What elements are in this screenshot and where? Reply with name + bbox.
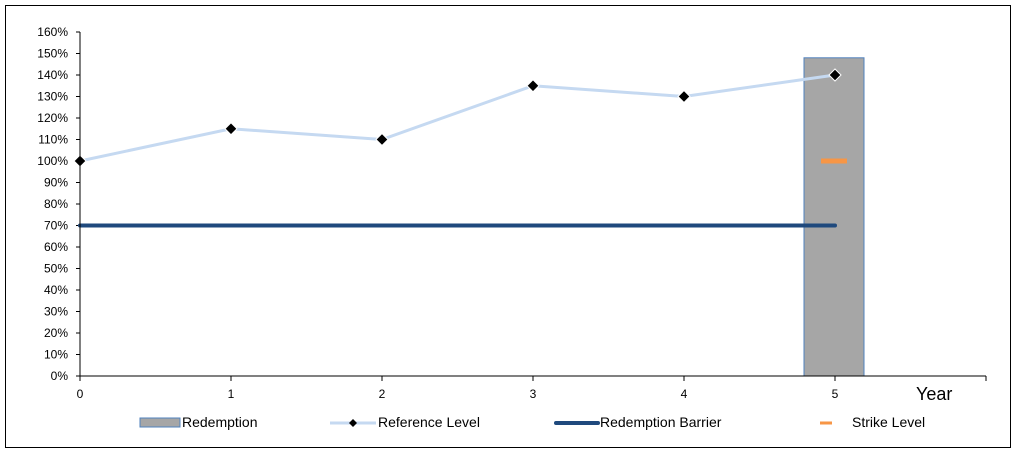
legend-label-redemption-barrier: Redemption Barrier <box>600 414 722 430</box>
y-tick-label: 140% <box>37 68 68 82</box>
x-tick-label: 1 <box>228 387 235 401</box>
y-tick-label: 60% <box>44 240 68 254</box>
reference-level-point <box>375 132 389 147</box>
legend-swatch-redemption <box>139 417 181 428</box>
y-tick-label: 10% <box>44 348 68 362</box>
x-tick-label: 3 <box>530 387 537 401</box>
reference-level-point <box>677 89 691 104</box>
y-tick-label: 100% <box>37 154 68 168</box>
x-axis-ticks: 0 1 2 3 4 5 <box>77 376 987 401</box>
x-axis-label: Year <box>916 384 952 404</box>
x-tick-label: 5 <box>832 387 839 401</box>
legend-marker-reference-level <box>349 419 357 427</box>
reference-level-point <box>224 122 238 136</box>
reference-level-point <box>828 68 842 82</box>
series-layer <box>73 57 865 377</box>
legend-label-strike-level: Strike Level <box>852 414 925 430</box>
reference-level-line <box>79 73 836 163</box>
y-tick-label: 50% <box>44 262 68 276</box>
y-tick-label: 80% <box>44 197 68 211</box>
y-tick-label: 160% <box>37 25 68 39</box>
reference-level-point <box>526 79 540 93</box>
y-tick-label: 30% <box>44 305 68 319</box>
y-tick-label: 20% <box>44 326 68 340</box>
y-tick-label: 120% <box>37 111 68 125</box>
y-axis-ticks: 0% 10% 20% 30% 40% 50% 60% 70% 80% 90% 100% 110% 120… <box>37 25 80 383</box>
legend-label-redemption: Redemption <box>182 414 258 430</box>
legend-label-reference-level: Reference Level <box>378 414 480 430</box>
y-tick-label: 130% <box>37 90 68 104</box>
legend: Redemption Reference Level Redemption Barr… <box>139 414 925 430</box>
y-tick-label: 90% <box>44 176 68 190</box>
y-tick-label: 0% <box>51 369 69 383</box>
y-tick-label: 150% <box>37 47 68 61</box>
x-tick-label: 0 <box>77 387 84 401</box>
redemption-bar <box>803 57 865 377</box>
x-tick-label: 2 <box>379 387 386 401</box>
x-tick-label: 4 <box>681 387 688 401</box>
y-tick-label: 110% <box>38 133 68 147</box>
y-tick-label: 40% <box>44 283 68 297</box>
y-tick-label: 70% <box>44 219 68 233</box>
